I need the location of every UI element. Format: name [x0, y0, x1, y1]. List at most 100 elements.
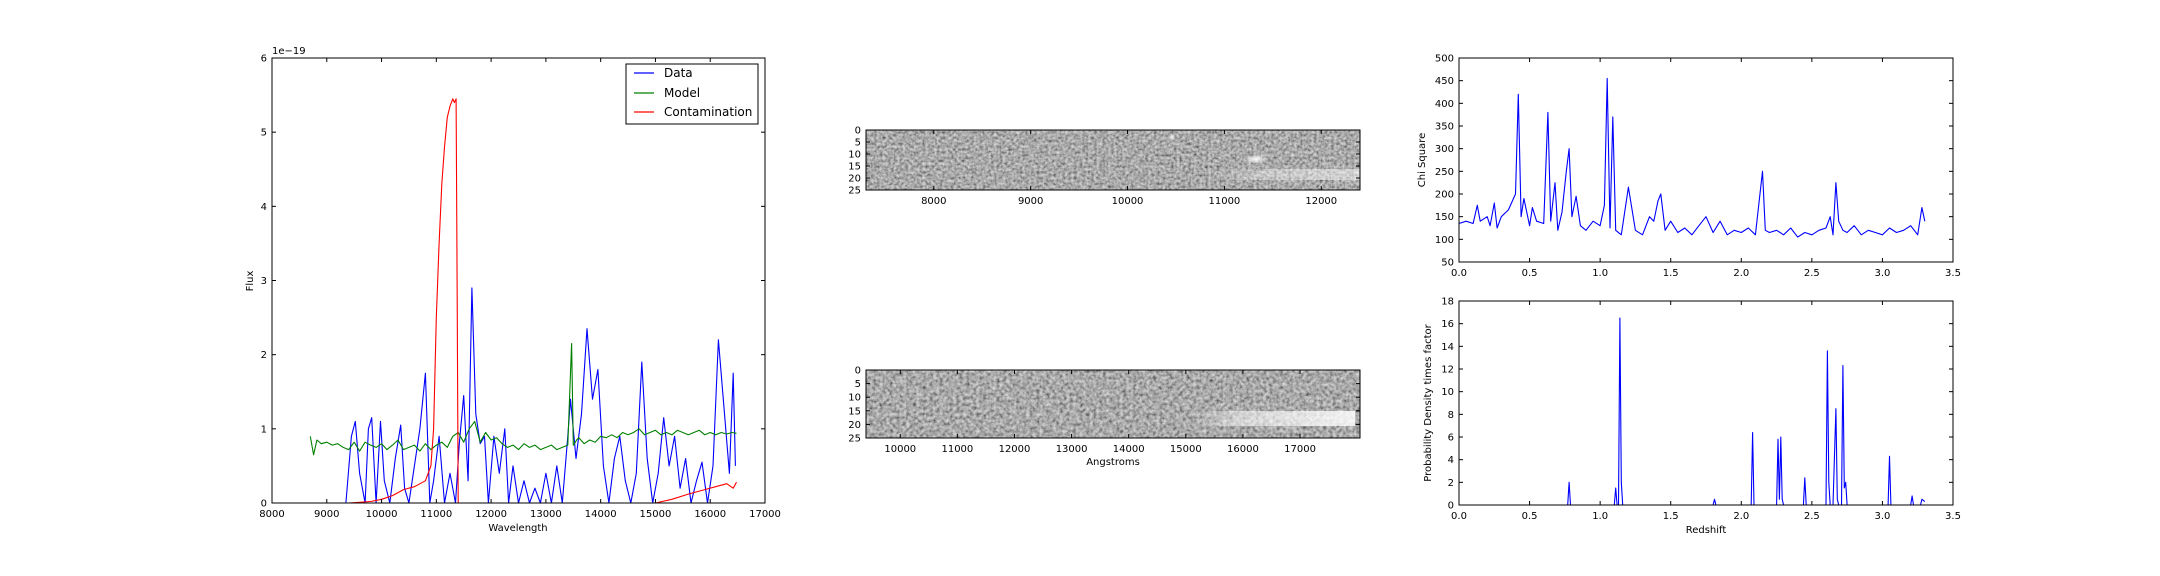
chi-square-ytick-label: 150: [1435, 212, 1454, 223]
spectrum-image-bottom-ytick-label: 20: [848, 420, 861, 431]
spectrum-offset-label: 1e−19: [272, 46, 306, 57]
spectrum-image-bottom-ytick-label: 0: [855, 366, 861, 377]
probability-density-ytick-label: 12: [1441, 365, 1454, 376]
spectrum-image-top: [866, 130, 1360, 190]
spectrum-xtick-label: 17000: [749, 509, 781, 520]
chi-square-y-label: Chi Square: [1417, 133, 1428, 187]
spectrum-xtick-label: 16000: [694, 509, 726, 520]
spectrum-image-top-ytick-label: 20: [848, 174, 861, 185]
legend-frame: [625, 63, 759, 125]
chi-square-ticks: 0.0 0.5 1.0 1.5 2.0 2.5 3.0 3.5 50 100 150 200 250 30…: [1435, 54, 1961, 280]
spectrum-image-bottom-xtick-label: 10000: [884, 444, 916, 455]
probability-density-xtick-label: 0.5: [1522, 511, 1538, 522]
spectrum-image-bottom-xtick-label: 13000: [1056, 444, 1088, 455]
spectrum-xtick-label: 8000: [259, 509, 284, 520]
spectrum-xtick-label: 15000: [640, 509, 672, 520]
probability-density-ticks: 0.0 0.5 1.0 1.5 2.0 2.5 3.0 3.5 0 2 4 6 8 10 12 14 16 18: [1441, 297, 1961, 523]
spectrum-image-bottom-xtick-label: 16000: [1227, 444, 1259, 455]
probability-density-axes-frame: [1458, 300, 1954, 506]
spectrum-ytick-label: 6: [261, 54, 267, 65]
spectrum-image-bottom-xtick-label: 11000: [941, 444, 973, 455]
chi-square-line-series-0: [1458, 77, 1926, 238]
chi-square-ytick-label: 500: [1435, 54, 1454, 65]
chi-square-xtick-label: 3.5: [1945, 268, 1961, 279]
probability-density-xtick-label: 1.0: [1592, 511, 1608, 522]
probability-density-ytick-label: 0: [1448, 501, 1454, 512]
spectrum-image-bottom-x-label: Angstroms: [1086, 457, 1140, 468]
chi-square-xtick-label: 3.0: [1874, 268, 1890, 279]
probability-density-ytick-label: 14: [1441, 342, 1454, 353]
probability-density-xtick-label: 0.0: [1451, 511, 1467, 522]
spectrum-xtick-label: 12000: [475, 509, 507, 520]
chi-square-ytick-label: 100: [1435, 235, 1454, 246]
probability-density-xtick-label: 3.5: [1945, 511, 1961, 522]
probability-density-plot-area: [1459, 301, 1953, 505]
probability-density-xtick-label: 1.5: [1663, 511, 1679, 522]
spectrum-xtick-label: 9000: [314, 509, 339, 520]
chi-square-xtick-label: 1.5: [1663, 268, 1679, 279]
spectrum-ytick-label: 2: [261, 350, 267, 361]
chi-square-axes-frame: [1458, 57, 1954, 263]
spectrum-ytick-label: 3: [261, 276, 267, 287]
spectrum-image-bottom-trail: [1190, 411, 1355, 426]
spectrum-image-bottom: [866, 370, 1360, 438]
spectrum-image-bottom-panel: 10000 11000 12000 13000 14000 15000 16000 17000…: [848, 366, 1361, 468]
spectrum-image-top-ytick-label: 5: [855, 138, 861, 149]
chi-square-plot-area: [1459, 58, 1953, 262]
spectrum-xtick-label: 13000: [530, 509, 562, 520]
probability-density-ytick-label: 2: [1448, 478, 1454, 489]
spectrum-ticks: 8000 9000 10000 11000 12000 13000 14000 15000 16…: [259, 54, 781, 521]
spectrum-image-bottom-xtick-label: 14000: [1113, 444, 1145, 455]
spectrum-x-label: Wavelength: [488, 523, 547, 534]
spectrum-ytick-label: 4: [261, 202, 267, 213]
spectrum-image-bottom-ticks: 10000 11000 12000 13000 14000 15000 16000 17000…: [848, 366, 1360, 455]
probability-density-ytick-label: 6: [1448, 433, 1454, 444]
spectrum-ytick-label: 5: [261, 128, 267, 139]
chi-square-xtick-label: 1.0: [1592, 268, 1608, 279]
chi-square-ytick-label: 300: [1435, 144, 1454, 155]
spectrum-image-top-ytick-label: 15: [848, 162, 861, 173]
probability-density-x-label: Redshift: [1686, 525, 1727, 536]
spectrum-xtick-label: 14000: [585, 509, 617, 520]
chi-square-ytick-label: 200: [1435, 190, 1454, 201]
spectrum-image-top-xtick-label: 9000: [1018, 196, 1043, 207]
probability-density-ytick-label: 16: [1441, 319, 1454, 330]
chi-square-ytick-label: 350: [1435, 122, 1454, 133]
spectrum-image-bottom-ytick-label: 5: [855, 379, 861, 390]
probability-density-ytick-label: 10: [1441, 387, 1454, 398]
spectrum-image-top-xtick-label: 10000: [1112, 196, 1144, 207]
probability-density-panel: 0.0 0.5 1.0 1.5 2.0 2.5 3.0 3.5024681012141618 …: [1423, 297, 1961, 537]
spectrum-panel: 8000 9000 10000 11000 12000 13000 14000 15000 16…: [245, 46, 781, 534]
probability-density-y-label: Probability Density times factor: [1423, 323, 1434, 481]
spectrum-image-top-xtick-label: 8000: [921, 196, 946, 207]
chi-square-xtick-label: 0.5: [1522, 268, 1538, 279]
chi-square-ytick-label: 50: [1441, 258, 1454, 269]
spectrum-image-bottom-ytick-label: 15: [848, 406, 861, 417]
spectrum-image-bottom-xtick-label: 15000: [1170, 444, 1202, 455]
probability-density-xtick-label: 2.5: [1804, 511, 1820, 522]
spectrum-image-bottom-frame: [865, 369, 1361, 439]
spectrum-plot-area: [272, 58, 765, 503]
chi-square-xtick-label: 2.0: [1733, 268, 1749, 279]
spectrum-image-top-source: [1244, 154, 1268, 164]
spectrum-line-contamination: [326, 98, 737, 504]
chi-square-xtick-label: 0.0: [1451, 268, 1467, 279]
spectrum-line-model: [309, 342, 737, 456]
spectrum-image-bottom-ytick-label: 10: [848, 393, 861, 404]
chi-square-ytick-label: 450: [1435, 76, 1454, 87]
spectrum-ytick-label: 0: [261, 499, 267, 510]
spectrum-image-top-frame: [865, 129, 1361, 191]
chi-square-series-layer: [1458, 77, 1926, 238]
chi-square-ytick-label: 400: [1435, 99, 1454, 110]
probability-density-ytick-label: 4: [1448, 455, 1454, 466]
spectrum-image-top-ytick-label: 0: [855, 126, 861, 137]
spectrum-image-top-xtick-label: 12000: [1305, 196, 1337, 207]
chi-square-panel: 0.0 0.5 1.0 1.5 2.0 2.5 3.0 3.5 50 100 150 200 250 30…: [1417, 54, 1961, 280]
spectrum-image-top-ytick-label: 25: [848, 186, 861, 197]
spectrum-xtick-label: 11000: [420, 509, 452, 520]
spectrum-image-top-ytick-label: 10: [848, 150, 861, 161]
probability-density-ytick-label: 18: [1441, 297, 1454, 308]
